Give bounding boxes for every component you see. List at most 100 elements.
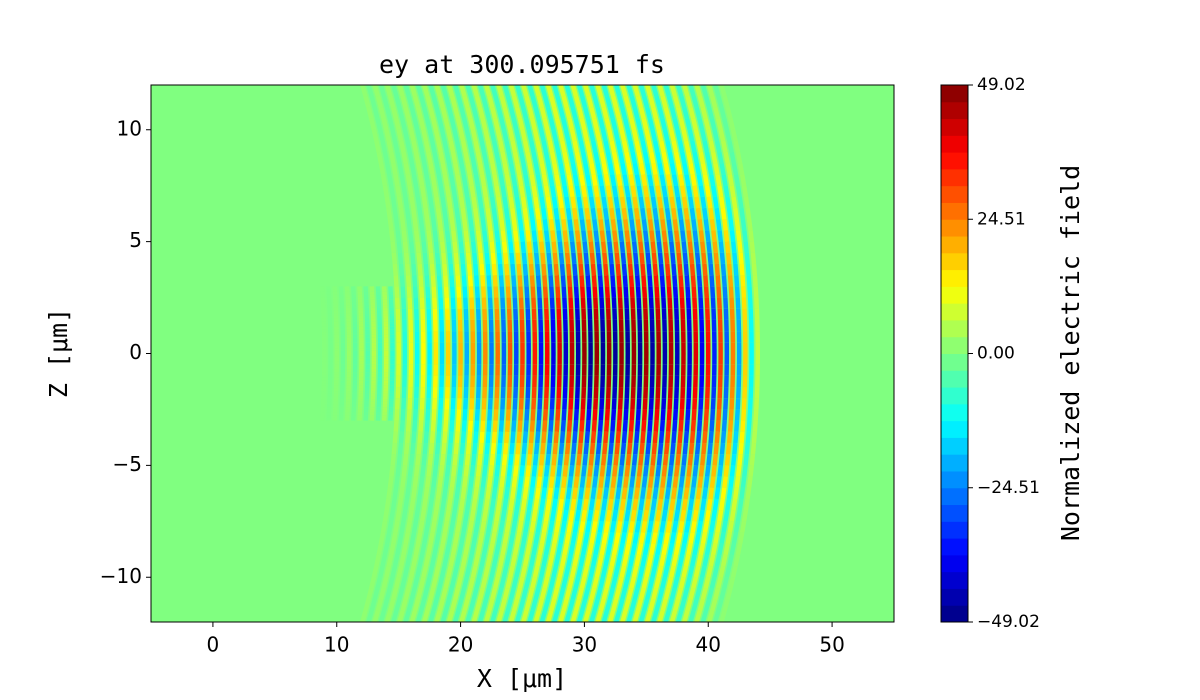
field-stripe — [505, 476, 512, 489]
field-stripe — [605, 398, 611, 410]
field-stripe — [690, 275, 696, 287]
field-stripe — [517, 576, 525, 589]
field-stripe — [396, 453, 403, 466]
field-stripe — [741, 297, 747, 309]
field-stripe — [439, 241, 446, 254]
field-stripe — [553, 554, 561, 567]
field-stripe — [708, 140, 716, 153]
field-stripe — [557, 565, 565, 578]
field-stripe — [735, 151, 743, 164]
field-stripe — [749, 241, 756, 254]
field-stripe — [597, 140, 604, 153]
field-stripe — [496, 162, 503, 175]
field-stripe — [469, 398, 475, 410]
field-stripe — [659, 554, 666, 567]
field-stripe — [541, 520, 549, 533]
field-stripe — [511, 576, 519, 589]
field-stripe — [585, 420, 591, 432]
field-stripe — [633, 442, 639, 455]
field-stripe — [607, 241, 613, 254]
field-stripe — [691, 576, 699, 589]
field-stripe — [734, 476, 741, 489]
field-stripe — [689, 487, 696, 500]
field-stripe — [492, 174, 499, 187]
field-stripe — [644, 565, 652, 578]
field-stripe — [394, 398, 400, 410]
field-stripe — [584, 554, 592, 567]
field-stripe — [598, 118, 606, 131]
field-stripe — [529, 420, 535, 432]
field-stripe — [591, 520, 598, 533]
field-stripe — [663, 587, 671, 601]
field-stripe — [617, 95, 625, 108]
field-stripe — [504, 263, 510, 276]
field-stripe — [677, 207, 684, 220]
field-stripe — [618, 185, 625, 198]
field-stripe — [686, 151, 693, 164]
field-stripe — [486, 275, 492, 287]
field-stripe — [595, 587, 603, 601]
field-stripe — [360, 85, 368, 97]
field-stripe — [413, 398, 419, 410]
field-stripe — [714, 554, 722, 567]
field-stripe — [417, 487, 424, 500]
field-stripe — [427, 453, 434, 466]
field-stripe — [465, 196, 472, 209]
field-stripe — [655, 185, 662, 198]
field-stripe — [405, 420, 412, 432]
field-stripe — [519, 465, 525, 477]
field-stripe — [516, 207, 523, 220]
field-stripe — [654, 286, 660, 298]
field-stripe — [485, 554, 493, 567]
field-stripe — [467, 520, 474, 533]
field-stripe — [400, 95, 408, 108]
field-stripe — [505, 218, 512, 231]
field-stripe — [406, 286, 412, 298]
field-stripe — [490, 532, 497, 545]
field-stripe — [548, 275, 554, 287]
field-stripe — [638, 587, 646, 601]
field-stripe — [706, 453, 712, 466]
field-stripe — [628, 140, 635, 153]
field-stripe — [531, 465, 538, 477]
field-stripe — [688, 587, 696, 601]
field-stripe — [477, 241, 483, 254]
field-stripe — [588, 196, 595, 209]
field-stripe — [484, 85, 492, 97]
field-stripe — [661, 465, 668, 477]
field-stripe — [652, 207, 659, 220]
field-stripe — [359, 621, 363, 622]
field-stripe — [401, 151, 408, 164]
field-stripe — [508, 196, 515, 209]
field-stripe — [568, 185, 575, 198]
field-stripe — [476, 129, 484, 142]
field-stripe — [403, 442, 410, 455]
field-stripe — [372, 610, 380, 622]
field-stripe — [692, 297, 698, 309]
field-stripe — [393, 476, 400, 489]
field-stripe — [619, 129, 627, 142]
field-stripe — [551, 565, 559, 578]
field-stripe — [406, 95, 414, 108]
field-stripe — [743, 196, 750, 209]
field-stripe — [723, 151, 730, 164]
field-stripe — [691, 409, 697, 421]
field-stripe — [571, 252, 577, 265]
field-stripe — [626, 106, 634, 120]
field-stripe — [681, 196, 688, 209]
field-stripe — [396, 565, 404, 578]
field-stripe — [622, 174, 629, 187]
field-stripe — [440, 162, 448, 175]
field-stripe — [703, 420, 709, 432]
field-stripe — [619, 565, 627, 578]
field-stripe — [412, 476, 419, 489]
field-stripe — [704, 543, 712, 556]
field-stripe — [496, 498, 503, 511]
field-stripe — [545, 621, 549, 622]
field-stripe — [502, 610, 511, 622]
field-stripe — [545, 85, 554, 97]
field-stripe — [689, 263, 696, 276]
field-stripe — [589, 106, 597, 120]
field-stripe — [510, 207, 517, 220]
field-stripe — [673, 297, 679, 309]
